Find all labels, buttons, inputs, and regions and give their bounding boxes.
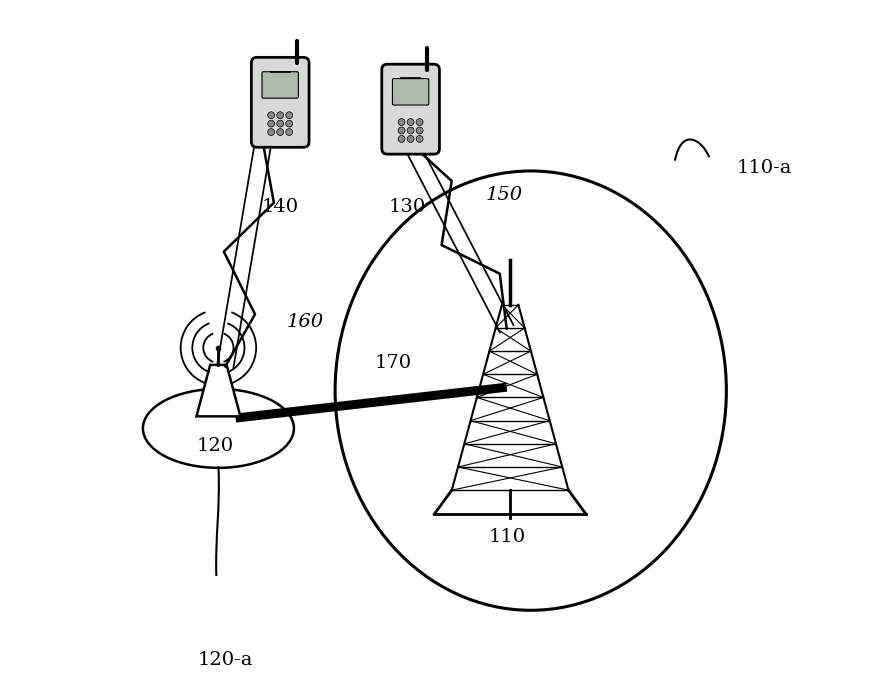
FancyBboxPatch shape bbox=[381, 64, 440, 154]
Circle shape bbox=[276, 129, 283, 136]
Circle shape bbox=[268, 120, 275, 127]
Text: 130: 130 bbox=[389, 199, 426, 217]
FancyBboxPatch shape bbox=[392, 79, 429, 105]
Circle shape bbox=[407, 136, 414, 143]
Circle shape bbox=[286, 120, 292, 127]
FancyBboxPatch shape bbox=[252, 57, 309, 147]
Circle shape bbox=[268, 129, 275, 136]
Text: 110: 110 bbox=[488, 528, 525, 546]
Circle shape bbox=[286, 112, 292, 118]
Text: 140: 140 bbox=[261, 199, 298, 217]
Circle shape bbox=[398, 127, 405, 134]
FancyBboxPatch shape bbox=[262, 72, 298, 98]
Circle shape bbox=[416, 136, 423, 143]
Text: 110-a: 110-a bbox=[736, 158, 792, 176]
Circle shape bbox=[416, 127, 423, 134]
Text: 150: 150 bbox=[487, 186, 524, 204]
Circle shape bbox=[407, 118, 414, 125]
Circle shape bbox=[276, 120, 283, 127]
Text: 170: 170 bbox=[375, 354, 412, 372]
Text: 120: 120 bbox=[196, 437, 233, 455]
Circle shape bbox=[407, 127, 414, 134]
Circle shape bbox=[398, 136, 405, 143]
Circle shape bbox=[416, 118, 423, 125]
Polygon shape bbox=[196, 365, 240, 417]
Circle shape bbox=[398, 118, 405, 125]
Text: 160: 160 bbox=[287, 313, 324, 331]
Circle shape bbox=[268, 112, 275, 118]
Text: 120-a: 120-a bbox=[198, 651, 253, 669]
Circle shape bbox=[276, 112, 283, 118]
Circle shape bbox=[286, 129, 292, 136]
